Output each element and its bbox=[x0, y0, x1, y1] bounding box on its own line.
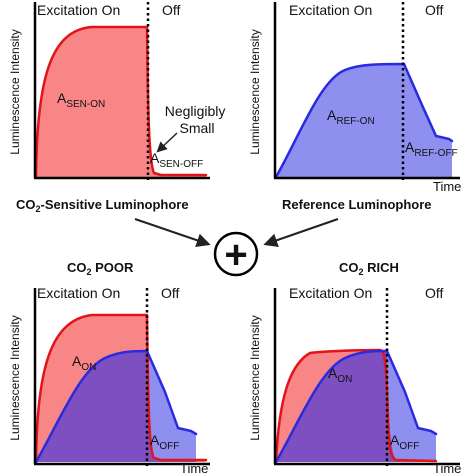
sensitive-curve bbox=[34, 313, 208, 464]
phase-on-label: Excitation On bbox=[37, 285, 120, 301]
panel-co2-rich: Luminescence Intensity Excitation On Off… bbox=[248, 285, 461, 474]
phase-on-label: Excitation On bbox=[289, 285, 372, 301]
arrow-from-sensitive bbox=[134, 218, 211, 247]
caption-co2-rich: CO2 RICH bbox=[339, 260, 399, 277]
phase-off-label: Off bbox=[162, 2, 181, 18]
caption-co2-poor: CO2 POOR bbox=[67, 260, 134, 277]
phase-off-label: Off bbox=[425, 2, 444, 18]
caption-reference: Reference Luminophore bbox=[282, 197, 432, 212]
y-axis-label: Luminescence Intensity bbox=[248, 315, 262, 440]
x-axis-label: Time bbox=[180, 461, 208, 474]
x-axis-label: Time bbox=[433, 179, 461, 194]
arrow-from-reference bbox=[263, 218, 339, 247]
sensitive-curve bbox=[34, 25, 208, 179]
caption-sensitive: CO2-Sensitive Luminophore bbox=[16, 197, 189, 214]
phase-off-label: Off bbox=[425, 285, 444, 301]
panel-co2-poor: Luminescence Intensity Excitation On Off… bbox=[8, 285, 210, 474]
x-axis-label: Time bbox=[433, 461, 461, 474]
panel-sensitive: Luminescence Intensity Excitation On Off… bbox=[8, 2, 230, 180]
area-on-label: AON bbox=[72, 353, 96, 373]
phase-on-label: Excitation On bbox=[37, 2, 120, 18]
y-axis-label: Luminescence Intensity bbox=[8, 29, 22, 154]
area-on-label: AON bbox=[328, 365, 352, 385]
panel-reference: Luminescence Intensity Excitation On Off… bbox=[248, 2, 461, 194]
negligibly-small-note: Negligibly Small bbox=[165, 103, 230, 136]
area-ref-off-label: AREF-OFF bbox=[405, 139, 458, 159]
combine-icon: + bbox=[213, 231, 259, 277]
svg-text:+: + bbox=[224, 233, 247, 277]
phase-off-label: Off bbox=[161, 285, 180, 301]
area-sen-off-label: ASEN-OFF bbox=[150, 150, 203, 170]
note-arrow bbox=[156, 132, 178, 153]
y-axis-label: Luminescence Intensity bbox=[8, 315, 22, 440]
phase-on-label: Excitation On bbox=[289, 2, 372, 18]
overlap-area bbox=[276, 351, 436, 462]
area-sen-on-label: ASEN-ON bbox=[57, 90, 105, 110]
reference-on-area bbox=[276, 64, 452, 177]
area-ref-on-label: AREF-ON bbox=[327, 107, 375, 127]
y-axis-label: Luminescence Intensity bbox=[248, 29, 262, 154]
area-off-label: AOFF bbox=[150, 432, 179, 452]
sensitive-on-area bbox=[36, 27, 206, 177]
area-off-label: AOFF bbox=[390, 432, 419, 452]
overlap-area bbox=[36, 351, 196, 462]
